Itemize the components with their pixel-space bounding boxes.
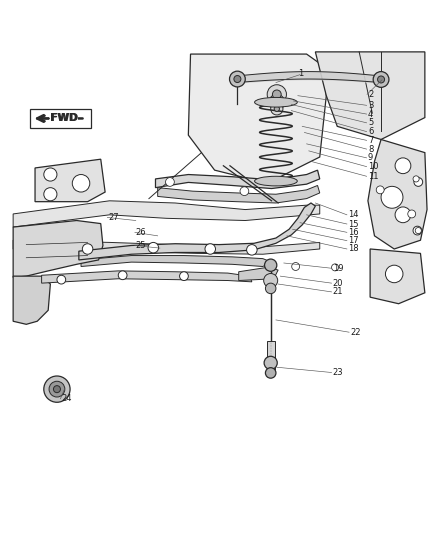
Circle shape xyxy=(82,244,93,254)
Circle shape xyxy=(381,187,403,208)
Circle shape xyxy=(264,273,278,287)
Text: 5: 5 xyxy=(368,118,373,127)
Circle shape xyxy=(265,368,276,378)
Text: 17: 17 xyxy=(348,236,359,245)
Circle shape xyxy=(44,376,70,402)
Text: 26: 26 xyxy=(136,228,146,237)
Polygon shape xyxy=(155,170,320,189)
Circle shape xyxy=(166,177,174,187)
Circle shape xyxy=(269,94,285,110)
Polygon shape xyxy=(370,249,425,304)
Circle shape xyxy=(267,85,286,104)
Circle shape xyxy=(415,228,421,233)
Circle shape xyxy=(265,283,276,294)
Circle shape xyxy=(44,188,57,201)
Polygon shape xyxy=(42,271,252,283)
Polygon shape xyxy=(13,201,320,227)
Text: 7: 7 xyxy=(368,136,373,145)
Circle shape xyxy=(49,381,65,397)
Text: 14: 14 xyxy=(348,211,359,219)
Circle shape xyxy=(376,186,384,194)
Text: FWD: FWD xyxy=(51,114,78,124)
Circle shape xyxy=(240,187,249,196)
Text: 6: 6 xyxy=(368,127,373,136)
Circle shape xyxy=(395,207,411,223)
Polygon shape xyxy=(13,221,103,278)
Circle shape xyxy=(272,90,281,99)
Polygon shape xyxy=(81,255,272,266)
Circle shape xyxy=(247,245,257,255)
Text: 19: 19 xyxy=(333,264,343,273)
Circle shape xyxy=(44,168,57,181)
Polygon shape xyxy=(158,185,320,203)
Text: 24: 24 xyxy=(61,394,72,403)
Circle shape xyxy=(273,99,280,106)
Circle shape xyxy=(373,71,389,87)
Polygon shape xyxy=(79,203,315,260)
Polygon shape xyxy=(315,52,425,140)
Ellipse shape xyxy=(254,98,297,107)
Circle shape xyxy=(205,244,215,254)
Circle shape xyxy=(180,272,188,280)
Circle shape xyxy=(414,177,423,187)
Bar xyxy=(267,341,275,370)
Text: 4: 4 xyxy=(368,110,373,118)
Ellipse shape xyxy=(254,176,297,186)
Circle shape xyxy=(395,158,411,174)
Circle shape xyxy=(230,71,245,87)
Text: 23: 23 xyxy=(333,368,343,377)
Circle shape xyxy=(292,263,300,270)
Polygon shape xyxy=(13,240,320,254)
Text: FWD: FWD xyxy=(50,114,77,124)
Polygon shape xyxy=(368,140,427,249)
Text: 25: 25 xyxy=(136,241,146,250)
Text: 22: 22 xyxy=(350,328,361,337)
Circle shape xyxy=(408,210,416,218)
Circle shape xyxy=(57,275,66,284)
Circle shape xyxy=(385,265,403,282)
Text: 27: 27 xyxy=(109,213,119,222)
Polygon shape xyxy=(35,159,105,201)
Polygon shape xyxy=(13,276,50,324)
Circle shape xyxy=(265,259,277,271)
Text: 1: 1 xyxy=(298,69,303,78)
Circle shape xyxy=(148,243,159,253)
Text: 20: 20 xyxy=(333,279,343,288)
Circle shape xyxy=(264,356,277,369)
Circle shape xyxy=(413,226,422,235)
Polygon shape xyxy=(239,268,278,280)
Text: 11: 11 xyxy=(368,172,378,181)
Text: 3: 3 xyxy=(368,101,373,110)
Text: 9: 9 xyxy=(368,154,373,163)
Circle shape xyxy=(332,264,339,271)
Circle shape xyxy=(72,174,90,192)
Circle shape xyxy=(53,386,60,393)
Text: 18: 18 xyxy=(348,245,359,254)
Circle shape xyxy=(271,103,283,115)
Text: 8: 8 xyxy=(368,144,373,154)
Polygon shape xyxy=(188,54,326,183)
Circle shape xyxy=(234,76,241,83)
Text: 10: 10 xyxy=(368,162,378,171)
Circle shape xyxy=(413,176,419,182)
Circle shape xyxy=(118,271,127,280)
Text: 2: 2 xyxy=(368,90,373,99)
Text: 15: 15 xyxy=(348,220,359,229)
Text: 21: 21 xyxy=(333,287,343,296)
FancyBboxPatch shape xyxy=(30,109,91,128)
Circle shape xyxy=(274,106,279,111)
Text: 16: 16 xyxy=(348,228,359,237)
Circle shape xyxy=(378,76,385,83)
